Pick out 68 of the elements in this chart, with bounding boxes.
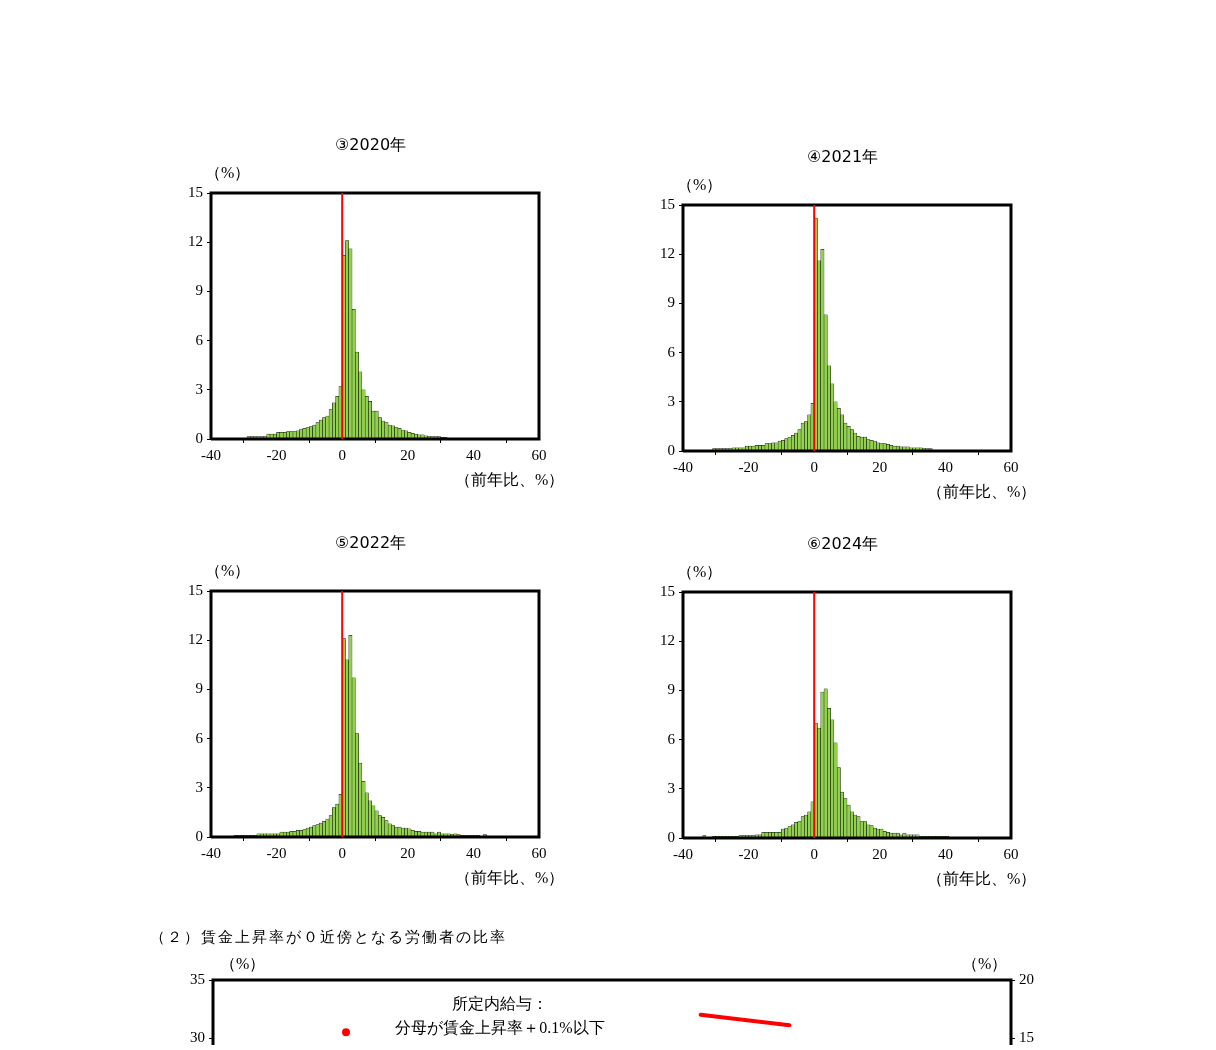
annotation: 分母が賃金上昇率＋0.1%以下 bbox=[394, 1018, 606, 1038]
y-tick-label: 9 bbox=[195, 680, 203, 697]
x-tick-label: 0 bbox=[338, 446, 346, 463]
x-tick-label: 20 bbox=[872, 458, 888, 475]
y-tick-label: 9 bbox=[667, 294, 675, 311]
x-tick-label: 0 bbox=[810, 845, 818, 862]
x-tick-label: 20 bbox=[872, 845, 888, 862]
annotation: 所定内給与： bbox=[451, 994, 549, 1014]
y-tick-label: 0 bbox=[667, 828, 675, 845]
y-tick-label: 30 bbox=[190, 1028, 205, 1045]
x-tick-label: -20 bbox=[266, 446, 287, 463]
x-tick-label: -20 bbox=[266, 844, 287, 861]
y2-axis-title: （%） bbox=[962, 954, 1008, 974]
x-tick-label: -40 bbox=[673, 845, 693, 862]
chart-title: ⑤2022年 bbox=[335, 533, 407, 554]
x-tick-label: -40 bbox=[201, 844, 221, 861]
y-tick-label: 3 bbox=[195, 380, 203, 397]
x-tick-label: -20 bbox=[738, 458, 759, 475]
x-tick-label: 60 bbox=[531, 446, 547, 463]
x-tick-label: 40 bbox=[465, 446, 481, 463]
x-tick-label: -40 bbox=[201, 446, 221, 463]
x-axis-title: （前年比、%） bbox=[927, 482, 1037, 502]
x-tick-label: 40 bbox=[937, 458, 953, 475]
y-tick-label: 3 bbox=[667, 392, 675, 409]
x-axis-title: （前年比、%） bbox=[927, 869, 1037, 889]
y-axis-title: （%） bbox=[205, 561, 251, 581]
x-tick-label: -20 bbox=[738, 845, 759, 862]
y-tick-label: 6 bbox=[667, 730, 676, 747]
y-tick-label: 9 bbox=[667, 681, 675, 698]
y-axis-title: （%） bbox=[677, 175, 723, 195]
y-axis-title: （%） bbox=[220, 954, 266, 974]
x-tick-label: 20 bbox=[400, 446, 416, 463]
y-tick-label: 15 bbox=[660, 582, 675, 599]
y2-tick-label: 20 bbox=[1019, 970, 1034, 987]
y-tick-label: 12 bbox=[660, 245, 675, 262]
x-tick-label: 0 bbox=[338, 844, 346, 861]
y-tick-label: 12 bbox=[188, 233, 203, 250]
y-axis-title: （%） bbox=[205, 163, 251, 183]
chart-title: ③2020年 bbox=[335, 135, 407, 156]
chart-title: （２）賃金上昇率が０近傍となる労働者の比率 bbox=[150, 928, 507, 947]
y-axis-title: （%） bbox=[677, 562, 723, 582]
x-tick-label: 40 bbox=[465, 844, 481, 861]
y-tick-label: 0 bbox=[195, 827, 203, 844]
x-tick-label: 60 bbox=[1003, 458, 1019, 475]
y-tick-label: 15 bbox=[660, 195, 675, 212]
y-tick-label: 35 bbox=[190, 970, 205, 987]
y-tick-label: 3 bbox=[667, 779, 675, 796]
x-axis-title: （前年比、%） bbox=[455, 470, 565, 490]
y-tick-label: 3 bbox=[195, 778, 203, 795]
y-tick-label: 0 bbox=[195, 429, 203, 446]
x-tick-label: 40 bbox=[937, 845, 953, 862]
y-tick-label: 12 bbox=[188, 631, 203, 648]
chart-title: ④2021年 bbox=[807, 147, 879, 168]
x-tick-label: 60 bbox=[531, 844, 547, 861]
y-tick-label: 15 bbox=[188, 581, 203, 598]
x-tick-label: 60 bbox=[1003, 845, 1019, 862]
x-tick-label: -40 bbox=[673, 458, 693, 475]
y2-tick-label: 15 bbox=[1019, 1028, 1034, 1045]
y-tick-label: 15 bbox=[188, 183, 203, 200]
chart-title: ⑥2024年 bbox=[807, 534, 879, 555]
y-tick-label: 6 bbox=[195, 331, 204, 348]
y-tick-label: 6 bbox=[667, 343, 676, 360]
x-tick-label: 20 bbox=[400, 844, 416, 861]
y-tick-label: 9 bbox=[195, 282, 203, 299]
y-tick-label: 12 bbox=[660, 632, 675, 649]
x-axis-title: （前年比、%） bbox=[455, 868, 565, 888]
y-tick-label: 6 bbox=[195, 729, 204, 746]
x-tick-label: 0 bbox=[810, 458, 818, 475]
